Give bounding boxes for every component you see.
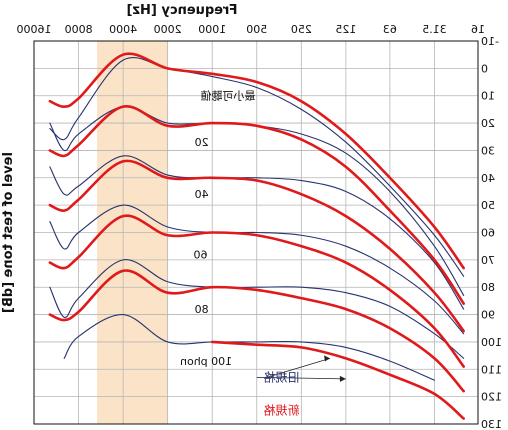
legend-arrowhead bbox=[324, 355, 330, 362]
legend-arrow-old bbox=[266, 377, 346, 380]
new-standard-series-layer bbox=[48, 52, 465, 420]
tick-label-layer: -10 0 10 20 30 40 50 60 70 80 90 100 110 120 130 16 31.5… bbox=[17, 23, 503, 430]
x-tick-label: 16 bbox=[471, 23, 485, 36]
new-standard-curve-60 bbox=[48, 214, 465, 368]
curve-label-60: 60 bbox=[193, 248, 207, 261]
axis-title-layer: Frequency [Hz] level of test tone [dB] bbox=[1, 3, 237, 313]
y-axis-title: level of test tone [dB] bbox=[1, 152, 16, 313]
curve-label-40: 40 bbox=[195, 188, 209, 201]
plot-frame bbox=[33, 40, 479, 425]
y-tick-label: 120 bbox=[481, 391, 502, 404]
x-tick-label: 250 bbox=[291, 23, 312, 36]
y-tick-label: 10 bbox=[481, 90, 495, 103]
x-tick-label: 63 bbox=[383, 23, 397, 36]
curve-label-layer: 最小可聴値 20 40 60 80 100 phon bbox=[180, 90, 256, 368]
y-tick-label: 20 bbox=[481, 117, 495, 130]
x-tick-label: 1000 bbox=[198, 23, 226, 36]
new-standard-curve-80 bbox=[48, 269, 465, 393]
y-tick-label: 30 bbox=[481, 144, 495, 157]
x-axis-title: Frequency [Hz] bbox=[127, 3, 238, 18]
curve-label-100: 100 phon bbox=[180, 355, 232, 368]
new-standard-curve-20 bbox=[48, 105, 465, 305]
y-tick-label: 110 bbox=[481, 363, 502, 376]
x-tick-label: 8000 bbox=[65, 23, 93, 36]
y-tick-label: 130 bbox=[481, 418, 502, 430]
x-tick-label: 4000 bbox=[109, 23, 137, 36]
y-tick-label: 50 bbox=[481, 199, 495, 212]
curve-label-threshold: 最小可聴値 bbox=[200, 90, 255, 103]
y-tick-label: 100 bbox=[481, 336, 502, 349]
x-tick-label: 31.5 bbox=[422, 23, 447, 36]
x-tick-label: 2000 bbox=[154, 23, 182, 36]
y-tick-label: 80 bbox=[481, 281, 495, 294]
x-tick-label: 125 bbox=[335, 23, 356, 36]
new-standard-curve-40 bbox=[48, 159, 465, 333]
new-standard-curve-threshold bbox=[48, 52, 465, 270]
x-tick-label: 16000 bbox=[17, 23, 52, 36]
x-tick-label: 500 bbox=[246, 23, 267, 36]
curve-label-80: 80 bbox=[195, 303, 209, 316]
y-tick-label: -10 bbox=[481, 35, 499, 48]
y-tick-label: 60 bbox=[481, 227, 495, 240]
old-standard-curve-threshold bbox=[49, 57, 465, 277]
legend-arrow-new bbox=[266, 357, 331, 378]
y-tick-label: 90 bbox=[481, 309, 495, 322]
y-tick-label: 40 bbox=[481, 172, 495, 185]
legend-arrowhead bbox=[339, 375, 346, 382]
y-tick-label: 0 bbox=[481, 62, 488, 75]
curve-label-20: 20 bbox=[195, 136, 209, 149]
legend-label-new: 新規格 bbox=[264, 402, 300, 417]
old-standard-curve-100 bbox=[63, 314, 436, 381]
y-tick-label: 70 bbox=[481, 254, 495, 267]
legend-label-old: 旧規格 bbox=[264, 369, 300, 384]
new-standard-curve-100 bbox=[210, 340, 465, 420]
